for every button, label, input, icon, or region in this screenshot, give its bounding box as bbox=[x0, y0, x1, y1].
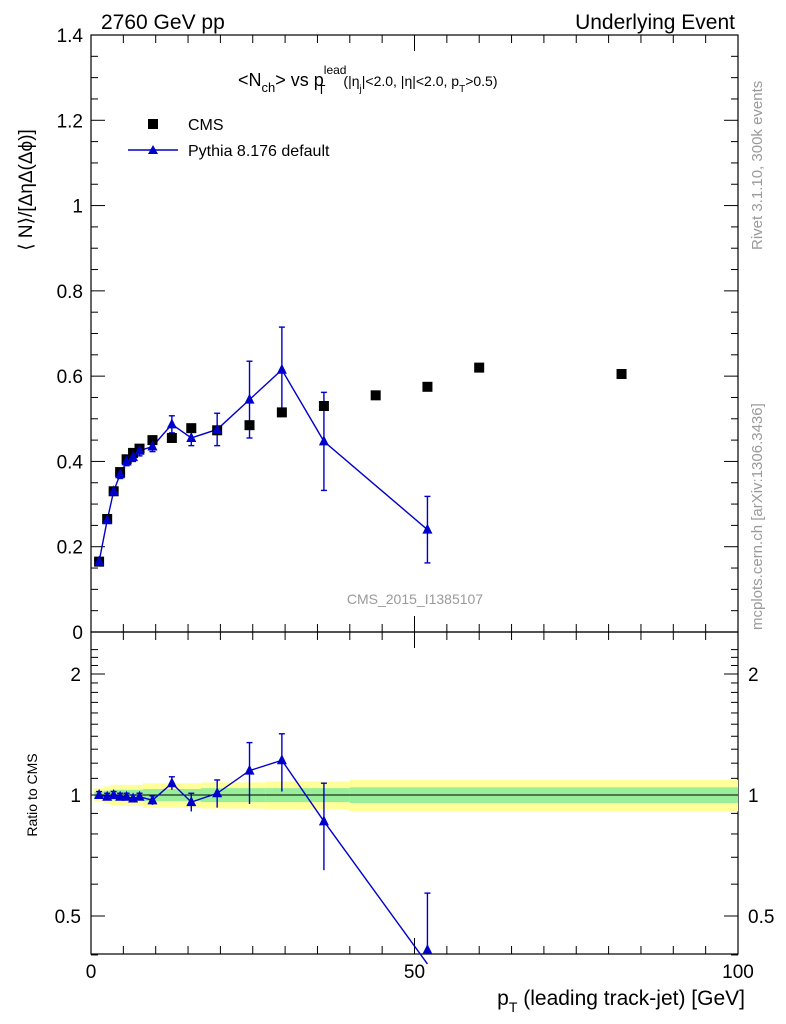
header-left: 2760 GeV pp bbox=[101, 11, 225, 34]
rivet-version-label: Rivet 3.1.10, 300k events bbox=[749, 81, 766, 250]
ratio-pythia-point bbox=[94, 789, 105, 799]
pythia-point bbox=[422, 523, 433, 534]
pythia-point bbox=[186, 431, 197, 442]
cms-point bbox=[474, 362, 485, 373]
ratio-pythia-point bbox=[115, 790, 126, 801]
main-plot-data bbox=[94, 326, 627, 567]
pythia-point bbox=[276, 363, 287, 374]
plot-title: <Nch> vs plead T(|ηj|<2.0, |η|<2.0, pT>0.… bbox=[238, 63, 498, 97]
cms-point bbox=[422, 381, 433, 392]
pythia-point bbox=[121, 455, 132, 466]
x-axis-label: pT (leading track-jet) [GeV] bbox=[497, 987, 745, 1015]
ratio-y-tick-label-right: 0.5 bbox=[748, 907, 774, 928]
ratio-pythia-point bbox=[147, 794, 158, 805]
mcplots-label: mcplots.cern.ch [arXiv:1306.3436] bbox=[749, 403, 766, 630]
ratio-pythia-point bbox=[166, 777, 177, 788]
main-y-tick-label: 1.4 bbox=[57, 26, 84, 47]
main-axis-ticks: 0 0.2 0.4 0.6 0.8 1 1.2 1.4 bbox=[57, 26, 738, 644]
main-y-tick-label: 0.6 bbox=[57, 367, 83, 388]
ratio-y-tick-label-left: 2 bbox=[70, 665, 81, 686]
ratio-pythia-point bbox=[121, 790, 132, 801]
pythia-point bbox=[134, 444, 145, 455]
main-y-axis-label: ⟨ N⟩/[ΔηΔ(Δϕ)] bbox=[16, 129, 37, 251]
main-y-tick-label: 1 bbox=[72, 197, 83, 218]
pythia-point bbox=[244, 393, 255, 404]
cms-point bbox=[276, 407, 287, 418]
ratio-pythia-point bbox=[134, 790, 145, 801]
pythia-point bbox=[147, 440, 158, 451]
ratio-pythia-point bbox=[108, 789, 119, 799]
pythia-point bbox=[128, 451, 139, 462]
cms-point bbox=[166, 432, 177, 443]
main-y-tick-label: 0.4 bbox=[57, 452, 84, 473]
pythia-point bbox=[115, 468, 126, 479]
cms-point bbox=[318, 400, 329, 411]
pythia-point bbox=[94, 555, 105, 566]
cms-point bbox=[186, 423, 197, 434]
ratio-y-axis-label: Ratio to CMS bbox=[24, 753, 40, 836]
pythia-point bbox=[166, 418, 177, 429]
legend-pythia-marker bbox=[148, 145, 158, 154]
cms-point bbox=[616, 369, 627, 380]
ratio-pythia-point bbox=[244, 764, 255, 775]
main-y-tick-label: 0 bbox=[72, 623, 83, 644]
ratio-y-tick-label-right: 1 bbox=[748, 786, 759, 807]
ratio-pythia-point bbox=[212, 787, 223, 798]
pythia-point bbox=[102, 514, 113, 525]
pythia-point bbox=[318, 435, 329, 446]
ratio-pythia-point bbox=[318, 815, 329, 826]
legend: CMS Pythia 8.176 default bbox=[128, 117, 330, 160]
ratio-pythia-point bbox=[276, 754, 287, 765]
pythia-point bbox=[212, 423, 223, 434]
ratio-pythia-point bbox=[422, 944, 433, 954]
cms-point bbox=[370, 390, 381, 401]
x-axis-ticks: 0 50 100 bbox=[86, 35, 754, 983]
ratio-plot-data bbox=[94, 733, 433, 965]
ratio-y-tick-label-left: 0.5 bbox=[55, 907, 81, 928]
x-tick-label: 100 bbox=[722, 962, 754, 983]
cms-point bbox=[147, 435, 158, 446]
legend-pythia-label: Pythia 8.176 default bbox=[188, 143, 330, 160]
main-y-tick-label: 0.2 bbox=[57, 538, 83, 559]
ratio-axis-ticks: 0.5 0.5 1 1 2 2 bbox=[55, 649, 774, 956]
main-y-tick-label: 0.8 bbox=[57, 282, 83, 303]
analysis-watermark: CMS_2015_I1385107 bbox=[347, 591, 483, 607]
ratio-pythia-point bbox=[186, 796, 197, 807]
ratio-y-tick-label-left: 1 bbox=[70, 786, 81, 807]
main-y-tick-label: 1.2 bbox=[57, 111, 83, 132]
ratio-y-tick-label-right: 2 bbox=[748, 665, 759, 686]
x-tick-label: 50 bbox=[404, 962, 425, 983]
pythia-point bbox=[108, 485, 119, 496]
cms-point bbox=[244, 420, 255, 431]
x-tick-label: 0 bbox=[86, 962, 97, 983]
header-right: Underlying Event bbox=[575, 11, 735, 34]
legend-cms-label: CMS bbox=[188, 117, 224, 134]
legend-cms-marker bbox=[148, 119, 158, 129]
